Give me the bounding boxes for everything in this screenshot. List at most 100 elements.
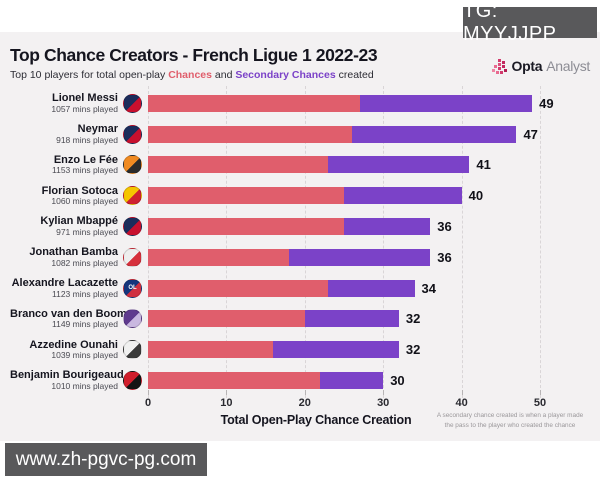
player-name: Azzedine Ounahi xyxy=(29,338,118,351)
total-value-label: 36 xyxy=(437,249,452,265)
chances-segment xyxy=(148,125,352,143)
secondary-segment xyxy=(320,372,384,390)
chances-segment xyxy=(148,341,274,359)
team-badge-icon: OL xyxy=(123,278,142,298)
subtitle-text: Top 10 players for total open-play xyxy=(10,69,169,81)
total-value-label: 36 xyxy=(437,219,452,235)
player-label-block: Benjamin Bourigeaud 1010 mins played xyxy=(10,369,124,391)
player-name: Kylian Mbappé xyxy=(40,215,118,228)
secondary-segment xyxy=(344,218,431,236)
gridline xyxy=(461,86,463,398)
subtitle-secondary-label: Secondary Chances xyxy=(235,69,336,81)
gridline xyxy=(148,86,149,398)
player-mins: 1123 mins played xyxy=(52,288,118,299)
chances-segment xyxy=(148,156,329,174)
footnote-line1: A secondary chance created is when a pla… xyxy=(436,412,584,419)
team-badge-icon xyxy=(123,309,142,329)
subtitle-chances-label: Chances xyxy=(168,69,212,81)
player-row: Alexandre Lacazette 1123 mins played OL … xyxy=(10,273,600,304)
secondary-segment xyxy=(328,279,415,297)
player-row: Kylian Mbappé 971 mins played 36 xyxy=(10,211,600,242)
footnote-line2: the pass to the player who created the c… xyxy=(444,421,576,429)
player-row: Neymar 918 mins played 47 xyxy=(10,119,600,150)
team-badge-icon xyxy=(123,186,142,206)
stacked-bar: 32 xyxy=(148,341,421,359)
opta-analyst-logo: Opta Analyst xyxy=(492,58,590,74)
stacked-bar: 30 xyxy=(148,372,405,390)
player-name: Neymar xyxy=(77,122,118,135)
team-badge-icon xyxy=(123,340,142,360)
player-name: Florian Sotoca xyxy=(41,184,118,197)
player-mins: 1153 mins played xyxy=(52,165,118,176)
gridline xyxy=(540,86,541,398)
stacked-bar: 47 xyxy=(148,125,538,143)
player-row: Jonathan Bamba 1082 mins played 36 xyxy=(10,242,600,273)
opta-pixel-chart-icon xyxy=(492,58,508,74)
x-tick-mark xyxy=(226,390,228,395)
x-tick-mark xyxy=(148,390,149,395)
player-label-block: Florian Sotoca 1060 mins played xyxy=(10,185,118,207)
chances-segment xyxy=(148,372,321,390)
stacked-bar: 40 xyxy=(148,187,484,205)
secondary-segment xyxy=(273,341,399,359)
player-name: Benjamin Bourigeaud xyxy=(10,369,124,382)
secondary-segment xyxy=(304,310,399,328)
player-row: Enzo Le Fée 1153 mins played 41 xyxy=(10,150,600,181)
chances-segment xyxy=(148,94,360,112)
total-value-label: 41 xyxy=(476,157,491,173)
team-badge-icon xyxy=(123,155,142,175)
player-label-block: Alexandre Lacazette 1123 mins played xyxy=(10,277,118,299)
player-name: Jonathan Bamba xyxy=(29,246,118,259)
rows: Lionel Messi 1057 mins played 49 Neymar … xyxy=(10,88,600,396)
player-label-block: Azzedine Ounahi 1039 mins played xyxy=(10,339,118,361)
player-label-block: Neymar 918 mins played xyxy=(10,123,118,145)
player-mins: 918 mins played xyxy=(56,134,118,145)
total-value-label: 32 xyxy=(405,342,421,358)
subtitle-and: and xyxy=(211,69,236,81)
gridline xyxy=(383,86,385,398)
player-row: Florian Sotoca 1060 mins played 40 xyxy=(10,180,600,211)
secondary-segment xyxy=(344,187,462,205)
player-row: Benjamin Bourigeaud 1010 mins played 30 xyxy=(10,365,600,396)
secondary-segment xyxy=(328,156,470,174)
stacked-bar: 41 xyxy=(148,156,491,174)
stacked-bar: 36 xyxy=(148,248,452,266)
x-tick-mark xyxy=(383,390,385,395)
player-row: Azzedine Ounahi 1039 mins played 32 xyxy=(10,334,600,365)
x-tick-label: 50 xyxy=(533,397,547,409)
team-badge-icon xyxy=(123,93,142,113)
player-name: Lionel Messi xyxy=(51,92,118,105)
player-label-block: Kylian Mbappé 971 mins played xyxy=(10,215,118,237)
tg-badge: TG: MYYJJPP xyxy=(463,0,597,45)
player-name: Enzo Le Fée xyxy=(53,153,118,166)
chances-segment xyxy=(148,187,344,205)
secondary-segment xyxy=(351,125,517,143)
x-tick-mark xyxy=(304,390,306,395)
player-mins: 1060 mins played xyxy=(51,196,118,207)
x-tick-mark xyxy=(540,390,541,395)
x-tick-mark xyxy=(461,390,463,395)
secondary-segment xyxy=(289,248,431,266)
footnote: A secondary chance created is when a pla… xyxy=(424,411,596,430)
player-name: Alexandre Lacazette xyxy=(11,276,118,289)
gridlines xyxy=(148,86,560,398)
x-tick-label: 0 xyxy=(144,397,152,409)
stacked-bar: 49 xyxy=(148,94,554,112)
x-tick-label: 30 xyxy=(377,397,390,409)
chances-segment xyxy=(148,218,344,236)
watermark-badge: www.zh-pgvc-pg.com xyxy=(5,443,207,476)
player-label-block: Branco van den Boomen 1149 mins played xyxy=(10,308,140,330)
team-badge-icon xyxy=(123,247,142,267)
x-tick-label: 40 xyxy=(455,397,468,409)
gridline xyxy=(226,86,228,398)
total-value-label: 30 xyxy=(390,373,405,389)
player-mins: 971 mins played xyxy=(56,227,118,238)
player-label-block: Lionel Messi 1057 mins played xyxy=(10,92,118,114)
team-badge-icon xyxy=(123,124,142,144)
chart-subtitle: Top 10 players for total open-play Chanc… xyxy=(10,69,374,81)
total-value-label: 40 xyxy=(468,188,484,204)
player-mins: 1149 mins played xyxy=(52,319,118,330)
team-badge-icon xyxy=(123,217,142,237)
stacked-bar: 32 xyxy=(148,310,420,328)
